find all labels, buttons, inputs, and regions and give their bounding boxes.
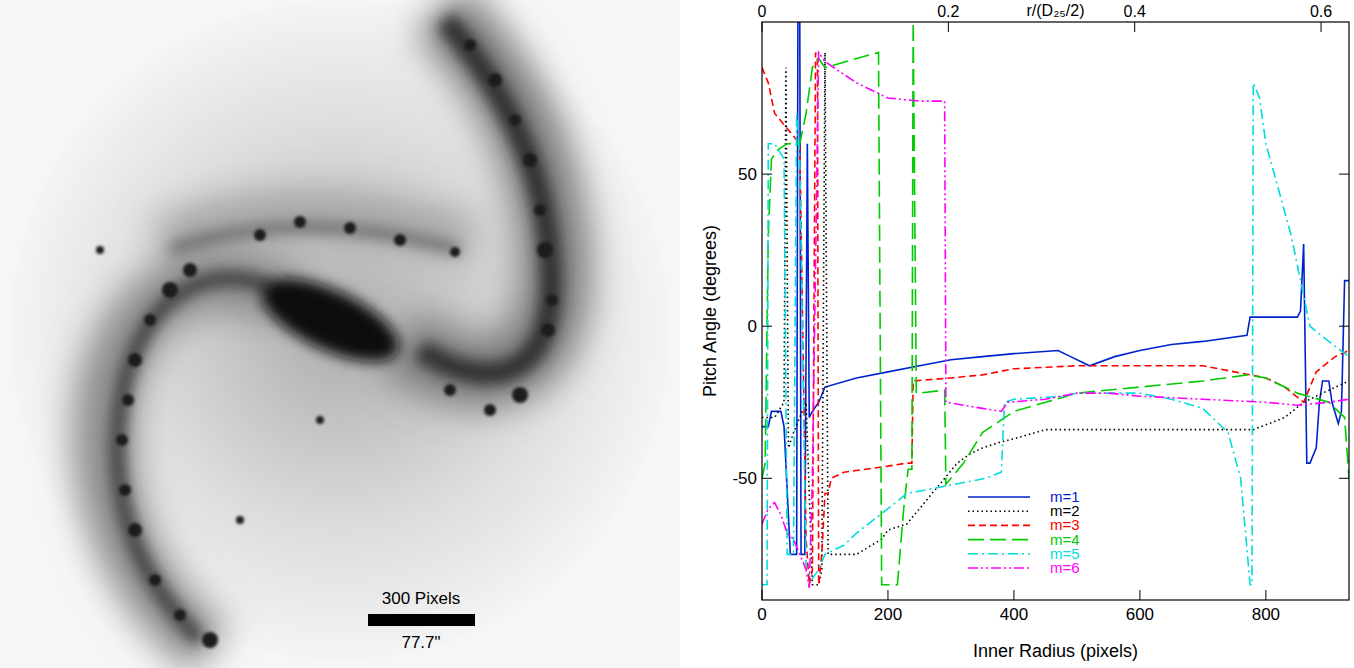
hii-knot	[523, 153, 537, 167]
arm	[104, 281, 290, 650]
bar	[249, 261, 410, 379]
hii-knot	[509, 114, 521, 126]
disk-glow	[10, 0, 670, 660]
x2-tick	[762, 22, 763, 32]
arm-glow	[104, 10, 555, 650]
y-tick-right	[1339, 174, 1349, 175]
hii-knot	[183, 263, 197, 277]
hii-knot	[144, 314, 156, 326]
x2-axis-title: r/(D₂₅/2)	[1027, 2, 1085, 19]
x-tick	[762, 590, 763, 600]
x2-tick-label: 0	[758, 3, 767, 20]
hii-knot	[537, 242, 553, 258]
image-background	[0, 0, 680, 668]
y-tick-label: 50	[738, 165, 757, 184]
hii-knot	[122, 394, 134, 406]
hii-knot	[119, 484, 131, 496]
hii-knot	[128, 353, 142, 367]
x-tick	[887, 590, 888, 600]
series-line	[762, 52, 1349, 584]
x-tick	[1013, 590, 1014, 600]
hii-knot	[202, 632, 218, 648]
series-lines	[762, 22, 1349, 588]
y-tick-label: 0	[748, 317, 757, 336]
y-axis-title: Pitch Angle (degrees)	[700, 225, 720, 397]
hii-knot	[174, 609, 186, 621]
hii-knot	[484, 404, 496, 416]
hii-regions	[96, 39, 558, 648]
hii-knot	[316, 416, 324, 424]
hii-knot	[541, 323, 555, 337]
hii-knot	[512, 387, 528, 403]
hii-knot	[294, 216, 306, 228]
legend-swatch	[968, 496, 1030, 498]
x2-tick-label: 0.2	[937, 3, 959, 20]
scale-bar	[368, 614, 475, 626]
hii-knot	[96, 246, 104, 254]
hii-knot	[254, 229, 266, 241]
x-tick-label: 200	[874, 605, 902, 624]
arm	[400, 10, 555, 373]
y-tick	[762, 326, 772, 327]
x-axis-title: Inner Radius (pixels)	[973, 641, 1138, 661]
arm	[117, 279, 280, 640]
legend-swatch	[968, 539, 1030, 541]
y-tick-right	[1339, 326, 1349, 327]
legend: m=1m=2m=3m=4m=5m=6	[964, 488, 1094, 577]
hii-knot	[116, 434, 128, 446]
hii-knot	[464, 39, 476, 51]
x-tick-label: 0	[757, 605, 766, 624]
hii-knot	[450, 247, 460, 257]
hii-knot	[534, 204, 546, 216]
hii-knot	[162, 282, 178, 298]
x-tick	[1139, 590, 1140, 600]
x2-tick	[1134, 22, 1135, 32]
x-tick	[1265, 590, 1266, 600]
y-tick-right	[1339, 478, 1349, 479]
hii-knot	[344, 222, 356, 234]
legend-label: m=6	[1050, 559, 1080, 576]
y-tick	[762, 478, 772, 479]
x2-tick-label: 0.4	[1124, 3, 1146, 20]
figure: 300 Pixels 77.7" 0 200 400 600 800 0 0.2 0.4 0.6…	[0, 0, 1354, 668]
arm-core	[117, 20, 551, 640]
legend-swatch	[968, 553, 1030, 555]
series-line	[762, 22, 1349, 554]
legend-swatch	[968, 510, 1030, 512]
series-line	[762, 52, 1349, 587]
series-line	[762, 83, 1349, 585]
plot-frame	[762, 22, 1349, 600]
arm	[170, 227, 460, 250]
y-tick-label: -50	[732, 469, 757, 488]
hii-knot	[546, 294, 558, 306]
arm	[420, 20, 551, 373]
legend-background	[964, 488, 1094, 577]
y-tick	[762, 174, 772, 175]
hii-knot	[444, 384, 456, 396]
galaxy-image: 300 Pixels 77.7"	[0, 0, 680, 668]
x-tick-label: 400	[1000, 605, 1028, 624]
scale-bar-arcsec: 77.7"	[401, 633, 440, 652]
hii-knot	[236, 516, 244, 524]
legend-swatch	[968, 567, 1030, 569]
chart: 0 200 400 600 800 0 0.2 0.4 0.6 -50 0 50 Inner Radiu…	[700, 2, 1349, 661]
hii-knot	[128, 523, 142, 537]
x2-tick-label: 0.6	[1310, 3, 1332, 20]
hii-knot	[394, 234, 406, 246]
scale-bar-label: 300 Pixels	[382, 589, 460, 608]
hii-knot	[488, 73, 502, 87]
series-line	[762, 52, 1349, 584]
x2-tick	[948, 22, 949, 32]
legend-swatch	[968, 525, 1030, 527]
series-line	[762, 22, 1349, 585]
x2-tick	[1321, 22, 1322, 32]
x-tick-label: 600	[1126, 605, 1154, 624]
x-tick-label: 800	[1252, 605, 1280, 624]
hii-knot	[149, 574, 161, 586]
